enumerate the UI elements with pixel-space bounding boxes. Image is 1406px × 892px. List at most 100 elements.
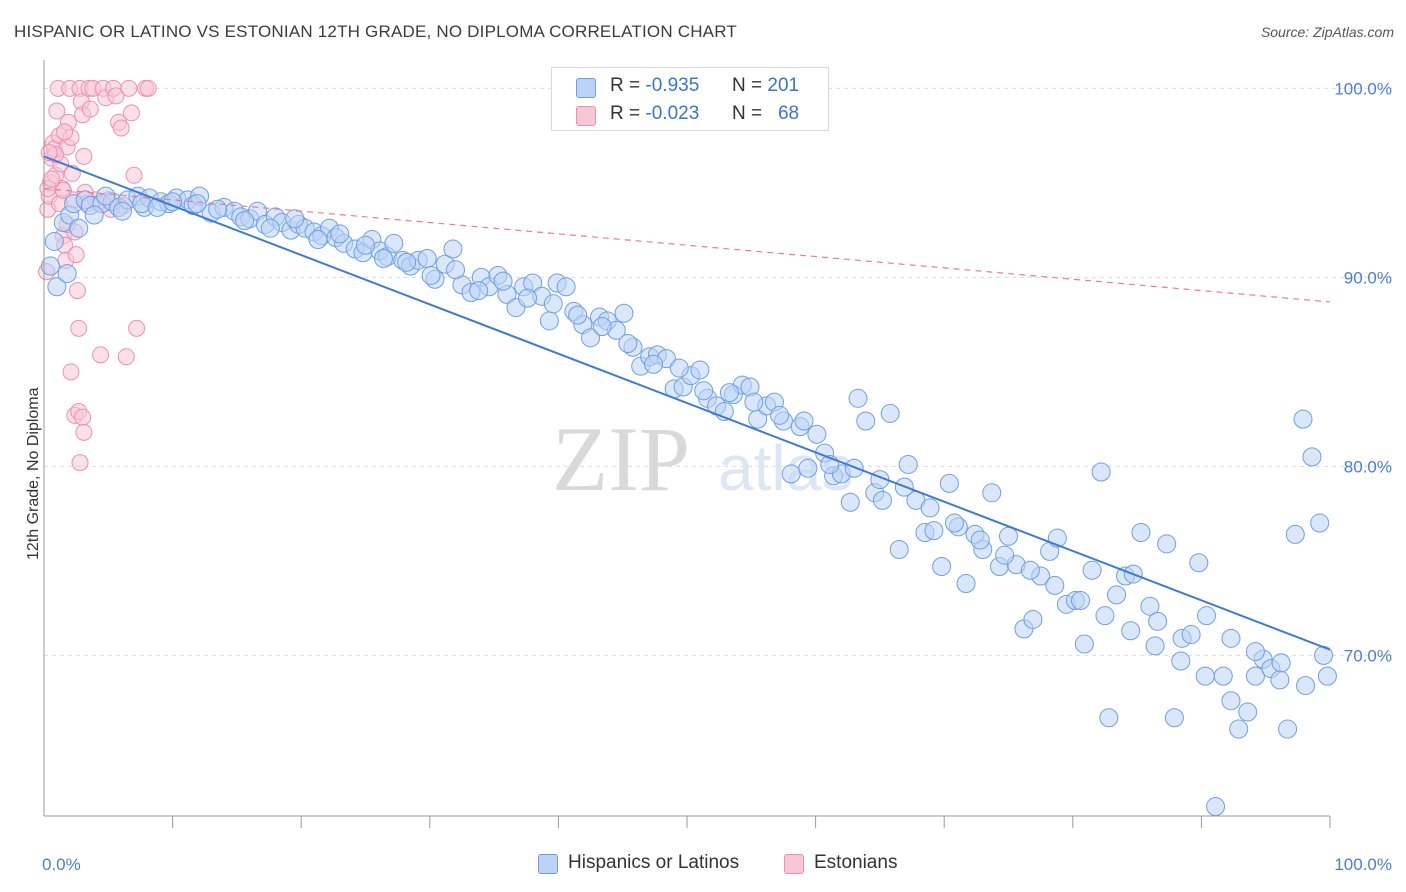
hispanics-point	[1107, 585, 1127, 605]
estonians-point	[139, 79, 157, 97]
hispanics-trend-line	[43, 155, 1331, 651]
hispanics-point	[69, 218, 89, 238]
hispanics-point	[1206, 797, 1226, 817]
estonians-point	[56, 123, 74, 141]
hispanics-point	[770, 405, 790, 425]
hispanics-point	[1131, 523, 1151, 542]
hispanics-point	[1221, 691, 1241, 711]
hispanics-point	[1181, 625, 1201, 645]
hispanics-point	[618, 334, 638, 353]
y-tick-label: 90.0%	[1344, 268, 1392, 287]
hispanics-point	[781, 464, 801, 484]
hispanics-point	[112, 201, 132, 221]
hispanics-point	[1229, 719, 1249, 739]
hispanics-point	[374, 248, 394, 268]
hispanics-point	[744, 392, 764, 412]
hispanics-point	[1045, 575, 1065, 595]
hispanics-point	[1197, 606, 1217, 626]
estonians-point	[120, 79, 138, 97]
hispanics-point	[1317, 666, 1337, 686]
estonians-point	[70, 319, 88, 337]
correlation-legend: R = -0.935 N = 201 R = -0.023 N = 68	[551, 67, 829, 131]
hispanics-point	[1271, 653, 1291, 673]
legend-r-label: R =	[610, 75, 641, 96]
hispanics-point	[1245, 666, 1265, 686]
y-tick-label: 100.0%	[1334, 79, 1392, 98]
legend-r-value: -0.023	[645, 103, 700, 124]
hispanics-point	[57, 264, 77, 284]
hispanics-point	[1238, 702, 1258, 722]
estonians-point	[92, 346, 110, 364]
hispanics-point	[260, 218, 280, 238]
hispanics-point	[308, 230, 328, 250]
estonians-point	[128, 319, 146, 337]
hispanics-point	[840, 492, 860, 512]
hispanics-point	[807, 424, 827, 444]
hispanics-point	[794, 411, 814, 431]
hispanics-point	[1189, 553, 1209, 573]
source-label: Source: ZipAtlas.com	[1260, 24, 1394, 40]
legend-n-label: N =	[732, 75, 763, 96]
estonians-points	[38, 79, 157, 472]
hispanics-point	[1310, 513, 1330, 533]
series-swatch-estonians	[784, 854, 804, 874]
hispanics-point	[848, 388, 868, 408]
hispanics-point	[856, 411, 876, 431]
legend-n-value: 68	[777, 103, 800, 124]
hispanics-point	[898, 454, 918, 474]
hispanics-point	[872, 490, 892, 510]
axes: 100.0% 90.0% 80.0% 70.0% 0.0% 100.0%	[42, 60, 1392, 874]
hispanics-point	[970, 530, 990, 550]
hispanics-point	[1148, 611, 1168, 631]
chart-title: HISPANIC OR LATINO VS ESTONIAN 12TH GRAD…	[14, 22, 737, 41]
hispanics-point	[40, 256, 60, 276]
hispanics-point	[1157, 534, 1177, 554]
estonians-point	[48, 102, 66, 120]
hispanics-point	[1095, 606, 1115, 626]
hispanics-point	[944, 513, 964, 533]
hispanics-point	[1302, 447, 1322, 467]
hispanics-point	[844, 458, 864, 478]
hispanics-point	[443, 239, 463, 259]
hispanics-point	[1171, 651, 1191, 671]
hispanics-point	[592, 316, 612, 336]
hispanics-point	[982, 483, 1002, 503]
hispanics-point	[1082, 560, 1102, 580]
estonians-point	[112, 119, 130, 137]
legend-row-estonians: R = -0.023 N = 68	[552, 100, 828, 128]
hispanics-point	[1270, 670, 1290, 690]
y-tick-label: 70.0%	[1344, 646, 1392, 665]
hispanics-point	[1140, 596, 1160, 616]
estonians-point	[125, 166, 143, 184]
hispanics-point	[614, 303, 634, 323]
hispanics-point	[397, 252, 417, 272]
hispanics-points	[40, 186, 1337, 817]
legend-swatch-pink	[576, 106, 596, 126]
series-swatch-hispanics	[538, 854, 558, 874]
hispanics-point	[798, 458, 818, 478]
hispanics-point	[1023, 609, 1043, 629]
watermark-zip: ZIP	[552, 408, 690, 510]
hispanics-point	[644, 354, 664, 374]
hispanics-point	[47, 277, 67, 297]
estonians-point	[62, 363, 80, 381]
estonians-point	[68, 282, 86, 300]
hispanics-point	[690, 360, 710, 380]
hispanics-point	[1164, 708, 1184, 728]
estonians-point	[67, 246, 85, 264]
hispanics-point	[539, 311, 559, 331]
estonians-point	[107, 87, 125, 105]
x-tick-label: 0.0%	[42, 855, 81, 874]
estonians-point	[122, 104, 140, 122]
estonians-point	[75, 147, 93, 165]
estonians-point	[74, 408, 92, 426]
hispanics-point	[1071, 591, 1091, 611]
y-axis-label: 12th Grade, No Diploma	[25, 387, 42, 560]
trend-lines	[43, 155, 1331, 651]
hispanics-point	[924, 521, 944, 541]
hispanics-point	[493, 271, 513, 291]
y-tick-label: 80.0%	[1344, 457, 1392, 476]
hispanics-point	[1278, 719, 1298, 739]
hispanics-point	[939, 473, 959, 493]
